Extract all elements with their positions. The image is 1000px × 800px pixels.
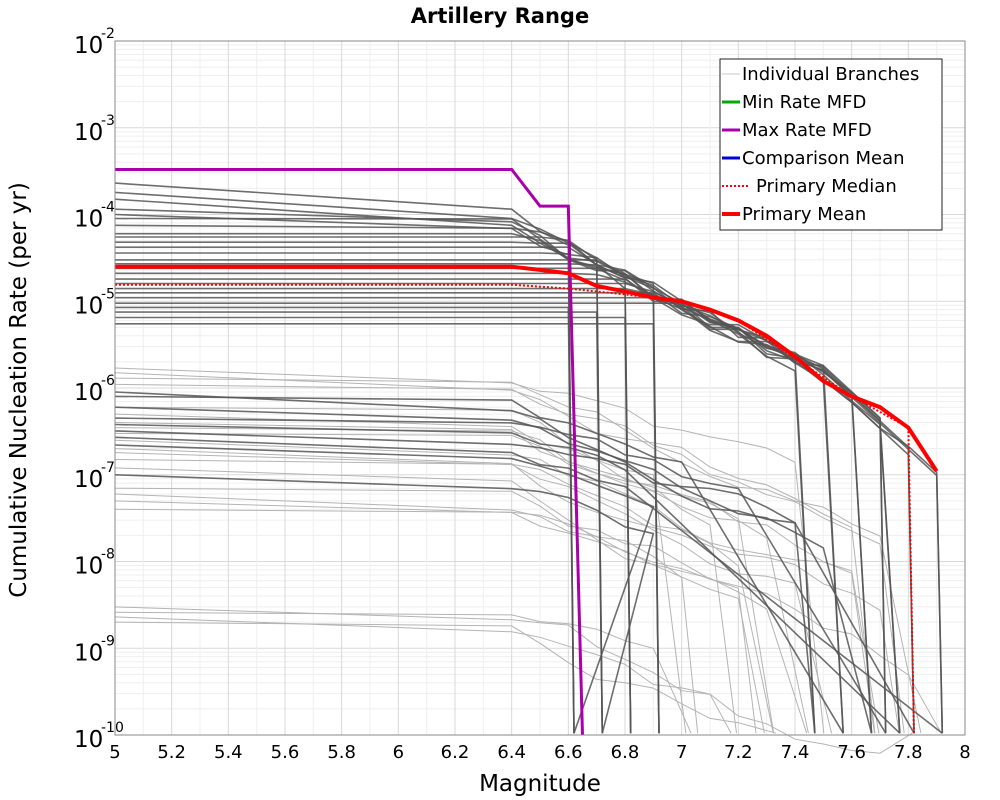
y-tick-exponent: -7 bbox=[101, 460, 115, 476]
y-tick-label: 10 bbox=[74, 727, 103, 753]
y-tick-label: 10 bbox=[74, 207, 103, 233]
branch-line-light bbox=[114, 406, 737, 734]
x-tick-label: 5.8 bbox=[327, 742, 356, 763]
branch-line-dark bbox=[115, 306, 575, 734]
branch-line-light bbox=[114, 508, 699, 734]
branch-line-dark bbox=[114, 444, 655, 734]
y-tick-label: 10 bbox=[74, 467, 103, 493]
branch-line-light bbox=[114, 487, 757, 734]
branch-line-dark bbox=[115, 311, 604, 734]
y-tick-exponent: -5 bbox=[101, 286, 115, 302]
branch-line-light bbox=[114, 367, 825, 734]
legend-label: Min Rate MFD bbox=[742, 92, 866, 113]
branch-line-dark bbox=[115, 302, 944, 734]
branch-line-dark bbox=[114, 436, 943, 734]
y-tick-exponent: -6 bbox=[101, 373, 115, 389]
plot-frame bbox=[114, 40, 966, 736]
branch-line-light bbox=[114, 611, 692, 734]
y-tick-labels: 10-210-310-410-510-610-710-810-910-10 bbox=[74, 26, 124, 753]
branch-line-light bbox=[114, 383, 905, 734]
branch-line-light bbox=[114, 459, 774, 734]
legend-label: Max Rate MFD bbox=[742, 120, 872, 141]
y-tick-label: 10 bbox=[74, 293, 103, 319]
legend-label: Primary Mean bbox=[742, 204, 866, 225]
x-tick-label: 5 bbox=[109, 742, 120, 763]
branch-line-dark bbox=[114, 391, 816, 734]
x-tick-label: 5.6 bbox=[271, 742, 300, 763]
branch-line-light bbox=[114, 467, 808, 734]
branch-line-dark bbox=[115, 316, 632, 734]
branch-line-dark bbox=[114, 417, 887, 734]
branch-line-light bbox=[114, 500, 765, 734]
x-tick-label: 5.4 bbox=[214, 742, 243, 763]
y-tick-label: 10 bbox=[74, 554, 103, 580]
branch-line-light bbox=[114, 452, 833, 734]
branch-line-light bbox=[114, 377, 922, 734]
x-tick-label: 6.6 bbox=[554, 742, 583, 763]
legend: Individual Branches Min Rate MFD Max Rate … bbox=[719, 58, 943, 231]
branch-line-dark bbox=[114, 406, 873, 734]
branch-line-dark bbox=[114, 474, 655, 734]
branch-line-dark bbox=[114, 395, 844, 734]
series-max-rate-mfd bbox=[115, 168, 584, 736]
branch-line-light bbox=[114, 413, 687, 734]
x-tick-label: 6.2 bbox=[441, 742, 470, 763]
legend-label: Individual Branches bbox=[742, 64, 919, 85]
x-tick-labels: 5 5.2 5.4 5.6 5.8 6 6.2 6.4 6.6 6.8 7 7.2 7.4 7.6 7.8 8 bbox=[109, 742, 970, 763]
branch-line-dark bbox=[115, 287, 887, 734]
y-tick-exponent: -3 bbox=[101, 113, 115, 129]
x-axis-label: Magnitude bbox=[479, 771, 601, 797]
x-tick-label: 7 bbox=[676, 742, 687, 763]
x-tick-label: 8 bbox=[959, 742, 970, 763]
y-tick-exponent: -10 bbox=[101, 720, 124, 736]
branch-line-light bbox=[114, 439, 880, 734]
y-tick-exponent: -9 bbox=[101, 633, 115, 649]
x-tick-label: 7.2 bbox=[724, 742, 753, 763]
series-lines bbox=[115, 168, 939, 736]
series-primary-median bbox=[115, 283, 915, 736]
x-tick-label: 7.4 bbox=[781, 742, 810, 763]
legend-box bbox=[719, 58, 943, 231]
branch-line-light bbox=[114, 606, 732, 734]
branch-line-dark bbox=[114, 423, 901, 734]
y-tick-label: 10 bbox=[74, 640, 103, 666]
y-tick-exponent: -8 bbox=[101, 547, 115, 563]
y-tick-exponent: -4 bbox=[101, 200, 115, 216]
legend-label: Comparison Mean bbox=[742, 148, 905, 169]
y-tick-exponent: -2 bbox=[101, 26, 115, 42]
x-tick-label: 5.2 bbox=[157, 742, 186, 763]
x-tick-label: 6.8 bbox=[611, 742, 640, 763]
y-axis-label: Cumulative Nucleation Rate (per yr) bbox=[6, 182, 32, 598]
x-tick-label: 6 bbox=[393, 742, 404, 763]
legend-label: Primary Median bbox=[756, 176, 897, 197]
series-primary-mean bbox=[115, 264, 939, 473]
branch-line-dark bbox=[115, 246, 944, 734]
chart-title: Artillery Range bbox=[411, 4, 589, 28]
x-tick-label: 7.6 bbox=[837, 742, 866, 763]
branch-line-dark bbox=[115, 322, 660, 734]
x-tick-label: 6.4 bbox=[497, 742, 526, 763]
y-tick-label: 10 bbox=[74, 380, 103, 406]
branch-line-light bbox=[114, 616, 913, 754]
branch-line-dark bbox=[114, 430, 915, 734]
y-tick-label: 10 bbox=[74, 33, 103, 59]
branch-line-light bbox=[114, 372, 876, 734]
y-tick-label: 10 bbox=[74, 120, 103, 146]
branch-line-light bbox=[114, 621, 777, 734]
x-tick-label: 7.8 bbox=[894, 742, 923, 763]
